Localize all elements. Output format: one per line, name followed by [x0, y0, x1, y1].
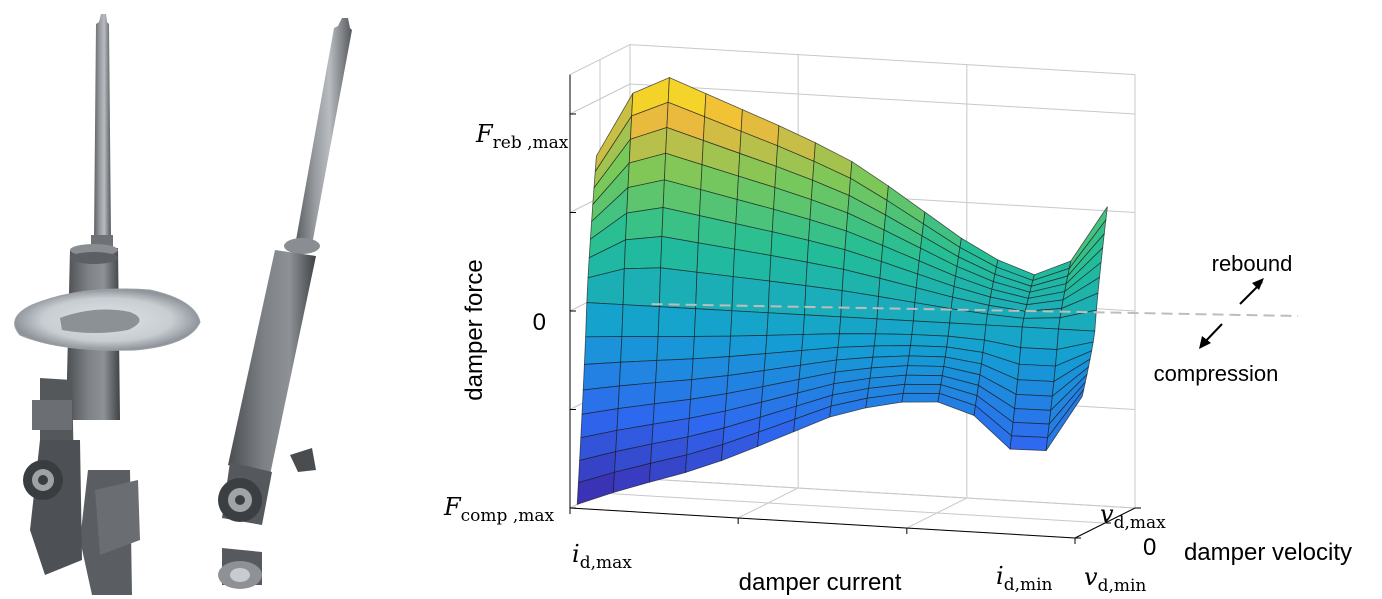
surface-patch [1014, 393, 1053, 411]
grid-line [599, 492, 1106, 524]
surface-patch [910, 334, 949, 348]
grid-line [629, 477, 1136, 509]
surface-patch [875, 318, 914, 335]
zero-force-line [651, 303, 1299, 317]
surface-patch [904, 374, 943, 386]
surface-patch [802, 314, 842, 335]
surface-patch [696, 242, 735, 278]
surface-patch [872, 345, 911, 358]
surface-patch [1011, 421, 1050, 438]
surface-patch [583, 336, 623, 365]
surface-patch [1017, 363, 1056, 382]
surface-patch [693, 308, 733, 337]
surface-patch [656, 336, 695, 361]
surface-patch [692, 335, 732, 360]
surface-patch [901, 392, 940, 403]
surface-patch [905, 365, 945, 377]
rebound-label: rebound [1212, 251, 1293, 276]
y-tick-v-max: vd,max [1100, 500, 1166, 533]
surface-patch [1045, 389, 1085, 451]
surface-patch [585, 302, 624, 338]
surface-patch [767, 280, 807, 316]
surface-patch [908, 345, 948, 358]
shock-absorber-illustration [218, 18, 352, 589]
left-panel [14, 14, 352, 595]
x-axis-label: damper current [739, 569, 902, 596]
grid-line [629, 83, 1136, 115]
y-tick-zero: 0 [1143, 534, 1156, 561]
x-axis-line [569, 507, 1076, 539]
surface-patch [1020, 326, 1059, 350]
surface-patch [804, 285, 843, 318]
z-tick-zero: 0 [533, 309, 546, 336]
x-tick-d-min: id,min [996, 562, 1053, 595]
z-axis-label: damper force [461, 259, 488, 400]
surface-patch [655, 358, 694, 384]
surface-patch [873, 333, 913, 347]
rebound-annotation: rebound [1212, 251, 1293, 305]
surface-patch [1009, 435, 1049, 452]
surface-patch [657, 306, 697, 337]
surface-patch [618, 359, 658, 387]
surface-patch [730, 310, 769, 337]
compression-arrowhead-icon [1199, 336, 1211, 349]
x-tick-d-max: id,max [572, 540, 632, 573]
force-surface [576, 77, 1108, 505]
surface-patch [837, 333, 877, 348]
surface-patch [625, 207, 664, 241]
surface-patch [622, 267, 662, 308]
z-tick-reb-max: Freb ,max [475, 120, 569, 153]
surface-patch [658, 267, 698, 310]
surface-patch [728, 334, 768, 358]
strut-damper-illustration [14, 14, 201, 595]
y-axis-label: damper velocity [1184, 539, 1352, 566]
surface-patch [731, 276, 770, 314]
surface-patch [907, 355, 946, 367]
surface-patch [902, 383, 942, 394]
surface-patch [1018, 347, 1058, 367]
surface-patch [1015, 379, 1055, 397]
grid-line [629, 44, 1136, 76]
z-tick-comp-max: Fcomp ,max [443, 493, 554, 526]
compression-annotation: compression [1154, 323, 1279, 386]
y-tick-v-min: vd,min [1084, 563, 1146, 596]
surface-patch [838, 316, 878, 335]
compression-label: compression [1154, 361, 1279, 386]
surface-patch [911, 320, 951, 337]
surface-patch [621, 304, 660, 337]
surface-patch [660, 235, 699, 273]
surface-patch [1012, 408, 1052, 425]
surface-patch [582, 361, 622, 391]
surface-patch [623, 236, 663, 270]
surface-patch [620, 336, 659, 363]
surface-patch [766, 312, 805, 336]
rebound-arrowhead-icon [1252, 278, 1264, 290]
